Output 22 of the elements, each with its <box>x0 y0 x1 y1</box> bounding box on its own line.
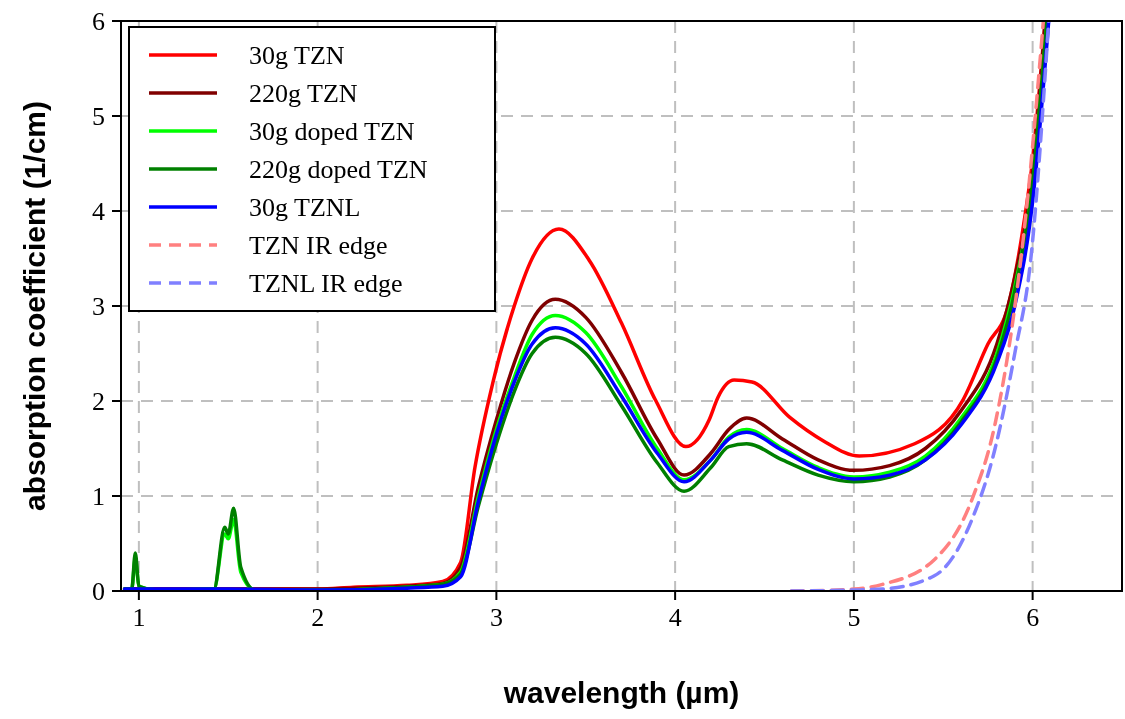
legend-label: 220g TZN <box>249 79 358 108</box>
legend-label: TZNL IR edge <box>249 269 403 298</box>
x-axis-title: wavelength (µm) <box>502 676 740 709</box>
legend-label: 220g doped TZN <box>249 155 428 184</box>
legend-label: TZN IR edge <box>249 231 388 260</box>
legend-label: 30g TZNL <box>249 193 361 222</box>
x-tick-label: 1 <box>132 603 146 632</box>
y-tick-label: 5 <box>92 102 105 131</box>
y-tick-label: 0 <box>92 577 105 606</box>
y-tick-label: 6 <box>92 7 105 36</box>
x-tick-label: 3 <box>489 603 503 632</box>
legend-label: 30g doped TZN <box>249 117 415 146</box>
x-tick-label: 5 <box>847 603 861 632</box>
y-tick-label: 3 <box>92 292 105 321</box>
x-tick-label: 6 <box>1026 603 1040 632</box>
y-tick-label: 2 <box>92 387 105 416</box>
legend-label: 30g TZN <box>249 41 345 70</box>
x-tick-label: 4 <box>668 603 682 632</box>
y-tick-label: 4 <box>92 197 105 226</box>
y-tick-label: 1 <box>92 482 105 511</box>
y-axis-title: absorption coefficient (1/cm) <box>18 100 51 512</box>
x-tick-label: 2 <box>311 603 325 632</box>
